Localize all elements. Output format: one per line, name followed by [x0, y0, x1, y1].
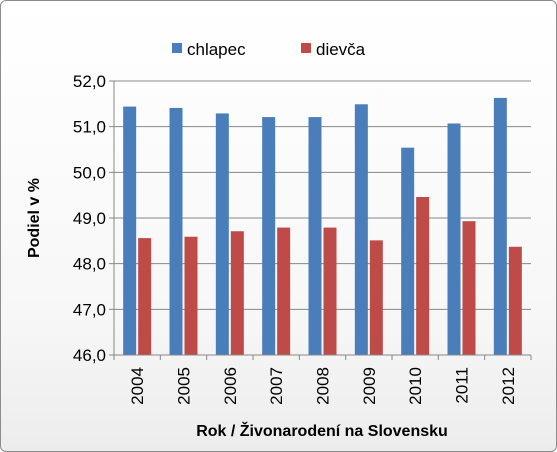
legend: chlapec dievča [172, 40, 366, 59]
x-tick-label: 2005 [175, 367, 194, 405]
y-tick-labels: 46,0 47,0 48,0 49,0 50,0 51,0 52,0 [73, 72, 106, 365]
bar-chlapec-2004 [123, 106, 137, 355]
bar-chlapec-2006 [215, 113, 229, 355]
y-tick-label: 50,0 [73, 163, 106, 182]
x-tick-label: 2004 [128, 367, 147, 405]
x-tick-label: 2009 [360, 367, 379, 405]
axes [113, 81, 532, 360]
bar-chlapec-2008 [308, 117, 322, 356]
y-tick-label: 52,0 [73, 72, 106, 91]
bar-dievca-2007 [277, 227, 291, 355]
legend-swatch-chlapec [172, 43, 182, 53]
bar-chlapec-2010 [401, 147, 415, 355]
bar-chlapec-2005 [169, 107, 183, 356]
y-axis-title: Podiel v % [26, 178, 43, 258]
legend-swatch-dievca [301, 43, 311, 53]
x-tick-labels: 2004 2005 2006 2007 2008 2009 2010 2011 2012 [128, 367, 518, 405]
bar-dievca-2012 [508, 246, 522, 355]
x-tick-label: 2006 [221, 367, 240, 405]
y-tick-label: 49,0 [73, 209, 106, 228]
bar-chlapec-2012 [493, 97, 507, 355]
y-tick-label: 48,0 [73, 255, 106, 274]
bar-dievca-2005 [184, 236, 198, 355]
bars [123, 97, 522, 356]
bar-dievca-2010 [416, 196, 430, 355]
bar-chlapec-2011 [447, 123, 461, 355]
bar-dievca-2008 [323, 227, 337, 355]
bar-dievca-2009 [369, 240, 383, 355]
x-tick-label: 2007 [267, 367, 286, 405]
x-tick-label: 2012 [499, 367, 518, 405]
x-tick-label: 2011 [453, 367, 472, 404]
bar-dievca-2011 [462, 221, 476, 355]
bar-chlapec-2009 [354, 104, 368, 355]
y-tick-label: 47,0 [73, 300, 106, 319]
gridlines [109, 80, 531, 356]
bar-dievca-2004 [138, 238, 152, 355]
y-tick-label: 51,0 [73, 118, 106, 137]
bar-chlapec-2007 [262, 117, 276, 356]
legend-label-dievca: dievča [316, 40, 366, 59]
bar-dievca-2006 [230, 231, 244, 355]
x-axis-title: Rok / Živonarodení na Slovensku [196, 421, 448, 440]
x-tick-label: 2008 [314, 367, 333, 405]
y-tick-label: 46,0 [73, 346, 106, 365]
legend-label-chlapec: chlapec [187, 40, 246, 59]
x-tick-label: 2010 [406, 367, 425, 405]
